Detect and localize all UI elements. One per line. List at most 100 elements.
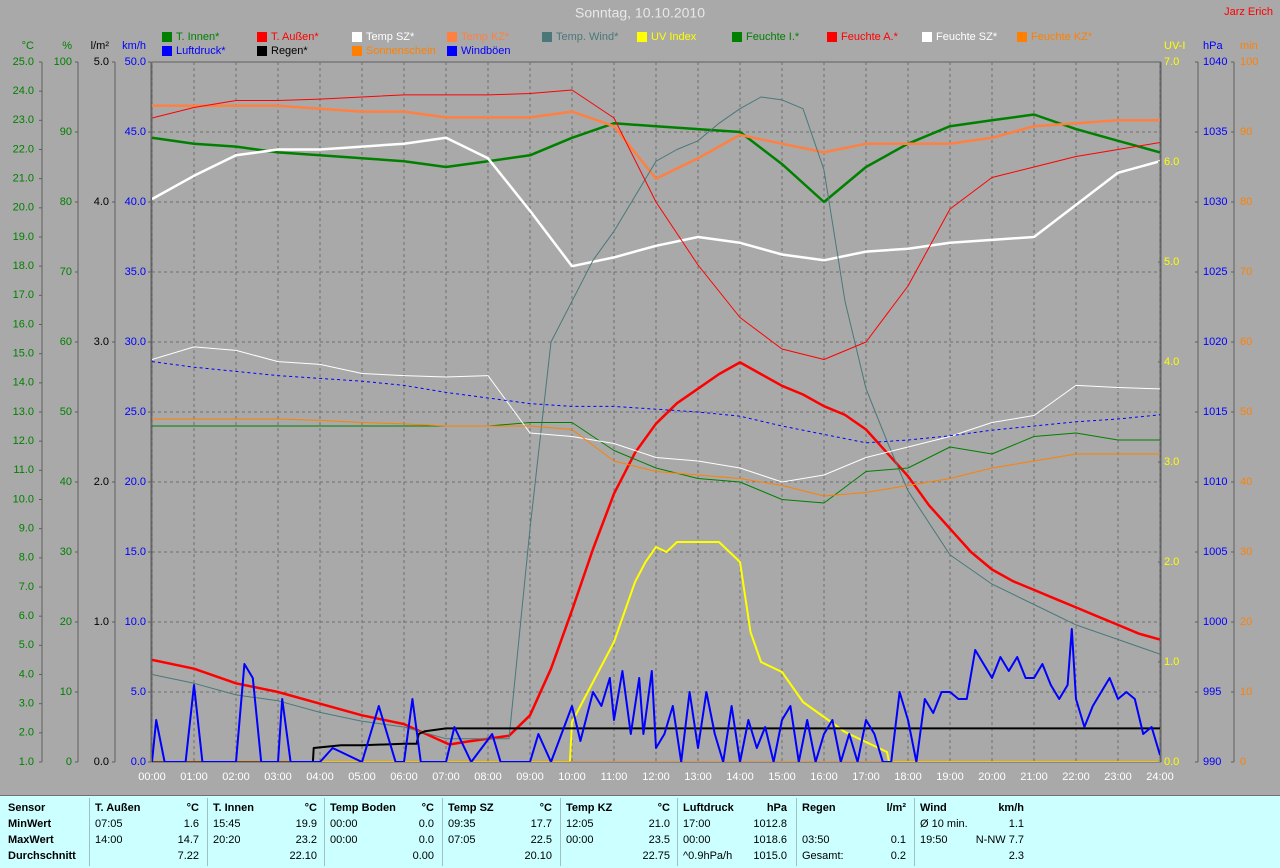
x-tick-label: 10:00 <box>558 771 586 783</box>
separator <box>796 798 797 866</box>
y-tick-label: 7.0 <box>19 581 34 593</box>
stat-value: 20.10 <box>524 850 552 862</box>
y-tick-label: 25.0 <box>125 406 146 418</box>
x-tick-label: 00:00 <box>138 771 166 783</box>
legend-swatch <box>447 46 457 56</box>
legend-label: Luftdruck* <box>176 45 226 57</box>
y-tick-label: 1.0 <box>19 756 34 768</box>
stat-value: 0.0 <box>418 834 434 846</box>
stat-time: 14:00 <box>95 834 123 846</box>
x-tick-label: 20:00 <box>978 771 1006 783</box>
legend-label: Temp SZ* <box>366 31 415 43</box>
y-tick-label: 2.0 <box>94 476 109 488</box>
stat-value: 1018.6 <box>753 834 787 846</box>
y-tick-label: 10.0 <box>125 616 146 628</box>
stat-value: N-NW 7.7 <box>975 834 1024 846</box>
y-tick-label: 3.0 <box>1164 456 1179 468</box>
x-tick-label: 05:00 <box>348 771 376 783</box>
row-label: MaxWert <box>8 834 54 846</box>
y-tick-label: 50 <box>1240 406 1252 418</box>
legend-label: Temp. Wind* <box>556 31 619 43</box>
legend-swatch <box>732 32 742 42</box>
author: Jarz Erich <box>1224 6 1273 18</box>
y-tick-label: 18.0 <box>13 260 34 272</box>
y-tick-label: 30 <box>1240 546 1252 558</box>
axis-unit: °C <box>22 40 34 52</box>
series-line <box>152 89 1160 360</box>
column-title: T. Außen <box>95 802 141 814</box>
chart: Sonntag, 10.10.2010 Jarz Erich 00:00 01:0… <box>13 5 1273 783</box>
x-tick-label: 19:00 <box>936 771 964 783</box>
y-tick-label: 20.0 <box>13 202 34 214</box>
y-tick-label: 70 <box>60 266 72 278</box>
column-unit: hPa <box>766 802 787 814</box>
legend-swatch <box>162 32 172 42</box>
stat-value: 14.7 <box>177 834 199 846</box>
x-tick-label: 22:00 <box>1062 771 1090 783</box>
column-unit: l/m² <box>886 802 906 814</box>
separator <box>560 798 561 866</box>
axis-unit: hPa <box>1203 40 1223 52</box>
y-tick-label: 22.0 <box>13 143 34 155</box>
legend-swatch <box>922 32 932 42</box>
y-tick-label: 17.0 <box>13 289 34 301</box>
legend-label: Feuchte I.* <box>746 31 800 43</box>
column-title: Luftdruck <box>683 802 734 814</box>
y-tick-label: 995 <box>1203 686 1221 698</box>
x-tick-label: 03:00 <box>264 771 292 783</box>
separator <box>89 798 90 866</box>
legend-label: Feuchte SZ* <box>936 31 998 43</box>
stat-time: 07:05 <box>448 834 476 846</box>
stat-value: 0.1 <box>890 834 906 846</box>
y-tick-label: 100 <box>1240 56 1258 68</box>
stat-value: 1015.0 <box>753 850 787 862</box>
x-tick-label: 21:00 <box>1020 771 1048 783</box>
y-tick-label: 19.0 <box>13 231 34 243</box>
legend-swatch <box>352 32 362 42</box>
legend-swatch <box>352 46 362 56</box>
row-label: Durchschnitt <box>8 850 76 862</box>
y-tick-label: 25.0 <box>13 56 34 68</box>
y-tick-label: 1030 <box>1203 196 1227 208</box>
stats-panel: Sensor MinWert MaxWert Durchschnitt T. Außen… <box>0 795 1280 868</box>
x-tick-label: 18:00 <box>894 771 922 783</box>
legend-label: Temp KZ* <box>461 31 510 43</box>
y-tick-label: 7.0 <box>1164 56 1179 68</box>
x-tick-label: 15:00 <box>768 771 796 783</box>
y-tick-label: 0 <box>1240 756 1246 768</box>
y-tick-label: 0.0 <box>94 756 109 768</box>
x-tick-label: 16:00 <box>810 771 838 783</box>
series-line <box>152 361 1160 746</box>
y-tick-label: 10 <box>60 686 72 698</box>
x-tick-label: 02:00 <box>222 771 250 783</box>
x-tick-label: 07:00 <box>432 771 460 783</box>
y-tick-label: 90 <box>1240 126 1252 138</box>
stat-time: 00:00 <box>683 834 711 846</box>
series-line <box>152 422 1160 504</box>
column-unit: °C <box>304 802 317 814</box>
y-tick-label: 13.0 <box>13 406 34 418</box>
y-tick-label: 3.0 <box>19 698 34 710</box>
y-tick-label: 45.0 <box>125 126 146 138</box>
y-tick-label: 50.0 <box>125 56 146 68</box>
axis-unit: min <box>1240 40 1258 52</box>
y-tick-label: 14.0 <box>13 377 34 389</box>
column-title: Temp SZ <box>448 802 494 814</box>
legend-label: Regen* <box>271 45 308 57</box>
legend-swatch <box>827 32 837 42</box>
stat-time: Gesamt: <box>802 850 844 862</box>
y-tick-label: 60 <box>1240 336 1252 348</box>
stat-value: 17.7 <box>530 818 552 830</box>
stat-value: 23.5 <box>648 834 670 846</box>
stat-value: 1.6 <box>183 818 199 830</box>
y-tick-label: 35.0 <box>125 266 146 278</box>
legend-swatch <box>257 46 267 56</box>
stat-value: 1012.8 <box>753 818 787 830</box>
y-tick-label: 3.0 <box>94 336 109 348</box>
y-tick-label: 10.0 <box>13 493 34 505</box>
x-tick-label: 17:00 <box>852 771 880 783</box>
stat-time: 00:00 <box>566 834 594 846</box>
legend-label: T. Innen* <box>176 31 220 43</box>
column-title: T. Innen <box>213 802 254 814</box>
y-tick-label: 70 <box>1240 266 1252 278</box>
